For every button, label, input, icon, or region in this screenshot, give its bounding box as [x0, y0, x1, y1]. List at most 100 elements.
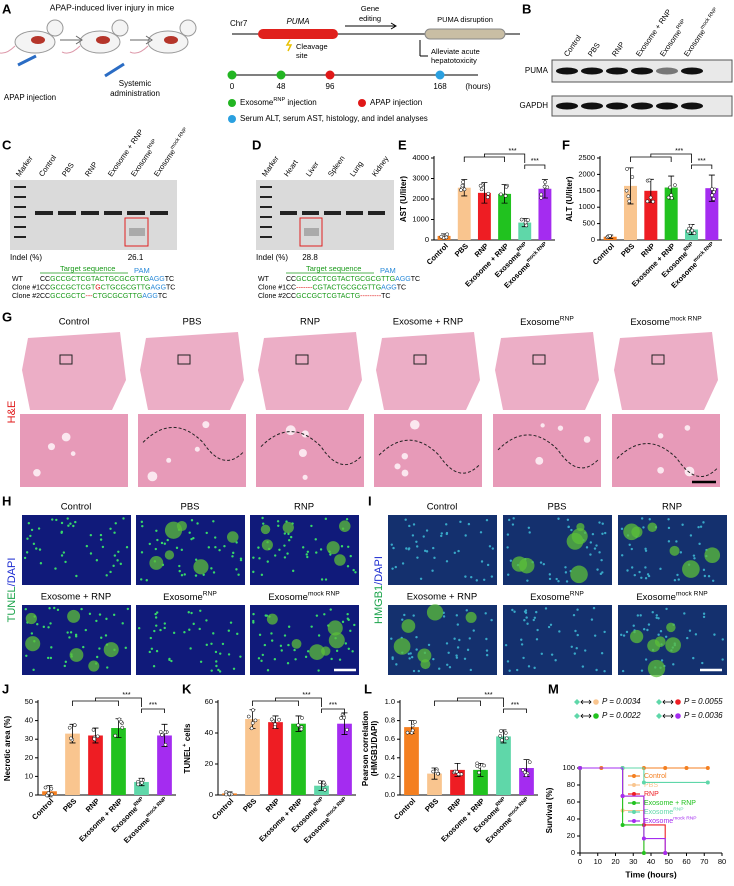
nucleus [699, 525, 703, 528]
nucleus [347, 545, 350, 548]
mouse-head [111, 19, 129, 37]
survival-line [580, 767, 708, 783]
nucleus [287, 643, 290, 647]
nucleus [507, 573, 510, 576]
x-tick-label: PBS [453, 241, 470, 258]
nucleus [703, 574, 707, 578]
x-tick-label: 70 [700, 857, 708, 866]
y-tick-label: 2500 [578, 153, 595, 162]
sequence-part: CTGCGCGTTG [93, 293, 143, 300]
nucleus [252, 612, 255, 616]
superscript: RNP [313, 796, 325, 808]
nucleus [515, 668, 519, 672]
sequence-part: CC [40, 284, 50, 291]
point [482, 763, 486, 768]
nucleus [659, 630, 663, 633]
band [58, 211, 76, 215]
nucleus [74, 520, 77, 524]
vessel [302, 474, 308, 480]
label: Spleen [326, 154, 347, 178]
nucleus [667, 526, 671, 530]
nucleus [405, 547, 408, 550]
nucleus [99, 533, 103, 537]
x-axis-title: Time (hours) [625, 869, 676, 879]
nucleus [315, 551, 318, 554]
label: site [296, 51, 308, 60]
nucleus [486, 563, 490, 567]
significance: *** [484, 692, 492, 699]
bar [705, 188, 719, 240]
nucleus [620, 633, 623, 637]
nucleus [525, 616, 528, 619]
tissue [258, 332, 362, 410]
vessel [147, 471, 158, 482]
bar [88, 735, 103, 795]
label-part: Exosome [520, 317, 560, 328]
nucleus [440, 534, 443, 538]
x-tick-label: Control [30, 796, 55, 821]
sequence-part: AGG [149, 276, 165, 283]
micrograph [22, 515, 131, 585]
signal [339, 520, 351, 532]
nucleus [688, 629, 692, 632]
nucleus [324, 517, 328, 521]
nucleus [153, 629, 156, 633]
nucleus [341, 620, 345, 624]
nucleus [95, 619, 98, 623]
signal [334, 554, 346, 566]
band [81, 211, 99, 215]
nucleus [190, 519, 194, 522]
vessel [657, 433, 664, 439]
significance: *** [508, 148, 516, 155]
nucleus [412, 669, 416, 673]
label: Control [562, 33, 583, 58]
nucleus [664, 635, 668, 638]
point [645, 199, 650, 204]
nucleus [484, 612, 487, 615]
significance: *** [122, 692, 130, 699]
nucleus [632, 624, 635, 627]
superscript: RNP [273, 98, 285, 104]
y-axis-title: AST (U/liter) [399, 176, 408, 223]
nucleus [419, 577, 423, 581]
label: RNP [294, 502, 314, 513]
nucleus [573, 652, 577, 655]
nucleus [38, 548, 42, 551]
nucleus [447, 651, 450, 654]
ladder [260, 186, 272, 188]
nucleus [155, 649, 159, 653]
signal [282, 521, 294, 534]
label-part: cells [183, 723, 192, 744]
point [92, 737, 97, 741]
label: Exosomemock RNP [268, 590, 340, 602]
nucleus [260, 659, 263, 663]
bar [518, 222, 532, 240]
nucleus [576, 633, 579, 637]
sequence-part: CC [40, 276, 50, 283]
vessel [684, 425, 691, 431]
nucleus [485, 637, 488, 641]
nucleus [648, 518, 651, 521]
point [690, 228, 694, 233]
point [249, 726, 254, 731]
nucleus [117, 550, 120, 554]
nucleus [689, 534, 693, 537]
nucleus [453, 551, 457, 555]
signal [193, 559, 209, 575]
nucleus [283, 556, 287, 559]
nucleus [257, 546, 260, 549]
nucleus [636, 614, 640, 617]
point [405, 730, 410, 735]
nucleus [257, 657, 261, 660]
superscript: RNP [495, 796, 507, 808]
nucleus [589, 553, 592, 556]
label: PBS [60, 161, 76, 178]
significance-bracket [630, 153, 692, 163]
signal [401, 619, 416, 633]
label: 0 [230, 82, 235, 91]
nucleus [232, 551, 235, 555]
point [712, 190, 716, 195]
superscript: + [183, 743, 189, 747]
x-tick-label: RNP [264, 796, 282, 814]
sequence-part: CC [40, 293, 50, 300]
